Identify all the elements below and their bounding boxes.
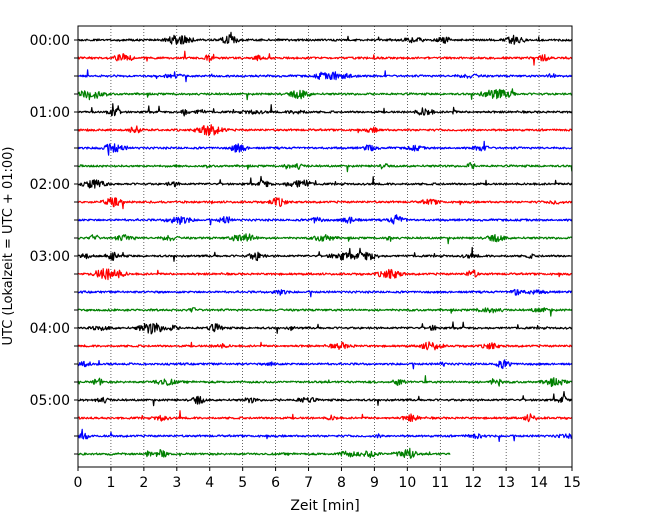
x-tick-label: 12 <box>464 475 482 491</box>
trace-line <box>77 359 573 370</box>
x-tick-label: 15 <box>563 475 581 491</box>
trace-line <box>77 175 573 189</box>
x-tick-label: 1 <box>106 475 115 491</box>
y-tick-label: 02:00 <box>30 177 70 193</box>
y-axis-label: UTC (Lokalzeit = UTC + 01:00) <box>1 147 16 346</box>
trace-line <box>77 321 573 335</box>
trace-line <box>77 162 573 173</box>
x-tick-label: 11 <box>431 475 449 491</box>
trace-line <box>77 197 573 210</box>
x-tick-label: 3 <box>172 475 181 491</box>
x-tick-label: 10 <box>398 475 416 491</box>
y-tick-label: 05:00 <box>30 393 70 409</box>
trace-line <box>77 268 573 281</box>
trace-line <box>77 375 573 388</box>
trace-line <box>77 124 573 137</box>
trace-line <box>77 88 572 101</box>
trace-line <box>77 69 573 83</box>
x-axis-label: Zeit [min] <box>290 498 359 514</box>
plot-frame <box>77 25 573 468</box>
y-tick-label: 00:00 <box>30 33 70 49</box>
trace-line <box>77 50 573 66</box>
trace-line <box>77 307 573 317</box>
y-tick-label: 03:00 <box>30 249 70 265</box>
trace-line <box>77 410 572 423</box>
x-axis-ticks: 0 1 2 3 4 5 6 7 8 9 10 11 12 13 14 15 <box>74 467 581 491</box>
x-tick-label: 4 <box>205 475 214 491</box>
x-tick-label: 7 <box>304 475 313 491</box>
x-tick-label: 9 <box>370 475 379 491</box>
x-tick-label: 14 <box>530 475 548 491</box>
x-tick-label: 8 <box>337 475 346 491</box>
x-tick-label: 6 <box>271 475 280 491</box>
x-tick-label: 0 <box>74 475 83 491</box>
trace-line <box>78 103 573 117</box>
trace-line <box>77 391 572 407</box>
x-tick-label: 13 <box>497 475 515 491</box>
x-tick-label: 5 <box>238 475 247 491</box>
trace-line <box>77 233 573 245</box>
trace-line <box>77 140 572 156</box>
x-tick-label: 2 <box>139 475 148 491</box>
y-axis-ticks: 00:00 01:00 02:00 03:00 04:00 05:00 <box>30 33 78 455</box>
trace-line <box>77 341 573 351</box>
trace-group <box>77 31 573 459</box>
trace-line <box>77 31 573 45</box>
trace-line <box>77 246 572 262</box>
y-tick-label: 01:00 <box>30 105 70 121</box>
trace-line <box>78 214 573 226</box>
trace-line <box>77 447 451 459</box>
y-tick-label: 04:00 <box>30 321 70 337</box>
trace-line <box>77 288 572 298</box>
trace-line <box>77 428 572 442</box>
